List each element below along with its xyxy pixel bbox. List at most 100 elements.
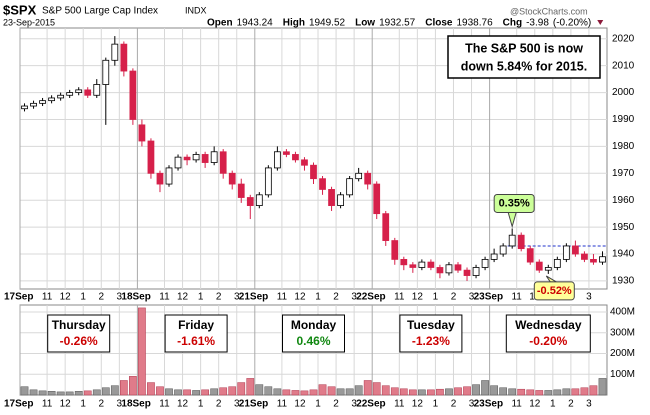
candle-body — [553, 259, 561, 268]
candle-body — [409, 264, 417, 268]
callout-box — [447, 35, 601, 79]
volume-bar — [418, 389, 426, 396]
candle-body — [39, 100, 46, 104]
volume-bar — [165, 388, 173, 396]
candle-body — [581, 253, 588, 260]
marker-box — [493, 193, 535, 213]
candle-body — [526, 248, 534, 263]
x-tick-label: 11 — [42, 399, 53, 410]
volume-bar — [237, 382, 246, 396]
volume-bar — [571, 388, 580, 396]
callout-text: down 5.84% for 2015. — [461, 59, 587, 73]
x-tick-label: 21Sep — [239, 399, 268, 410]
candle-body — [490, 253, 498, 260]
day-change: -0.26% — [60, 334, 98, 348]
x-tick-label: 1 — [315, 399, 321, 410]
candle-body — [102, 59, 110, 85]
candle-body — [427, 261, 435, 268]
y-tick-label: 1970 — [612, 168, 635, 179]
y-tick-label: 1950 — [612, 222, 635, 233]
candle-body — [120, 43, 128, 72]
candle-body — [48, 97, 55, 102]
candle-body — [237, 183, 245, 198]
volume-bar — [101, 387, 110, 396]
candle-body — [192, 154, 200, 161]
x-tick-label: 11 — [277, 399, 288, 410]
x-tick-label: 22Sep — [356, 292, 385, 303]
symbol: $SPX — [3, 2, 37, 17]
quote-label: Low — [355, 18, 375, 29]
volume-bar — [282, 389, 291, 396]
day-name: Tuesday — [407, 318, 455, 332]
day-box — [399, 314, 463, 353]
candle-body — [400, 259, 408, 266]
x-tick-label: 1 — [550, 399, 556, 410]
x-tick-label: 11 — [394, 292, 405, 303]
x-tick-label: 3 — [469, 292, 475, 303]
volume-bar — [264, 386, 273, 396]
volume-bar — [201, 389, 209, 396]
chart-title: S&P 500 Large Cap Index — [42, 6, 158, 17]
marker-label: 0.35% — [499, 197, 530, 209]
volume-bar — [562, 388, 571, 396]
volume-bar — [56, 391, 65, 396]
candle-body — [111, 43, 119, 61]
volume-bar — [183, 389, 191, 396]
x-tick-label: 3 — [117, 292, 123, 303]
x-tick-label: 11 — [277, 292, 288, 303]
x-tick-label: 12 — [412, 292, 424, 303]
x-tick-label: 12 — [412, 399, 424, 410]
day-change: -1.61% — [177, 334, 215, 348]
y-tick-label: 1940 — [612, 249, 635, 260]
volume-bar — [553, 389, 562, 396]
x-tick-label: 12 — [177, 292, 189, 303]
volume-bar — [138, 307, 146, 396]
candle-body — [129, 70, 137, 120]
day-box — [282, 314, 345, 353]
marker-box — [533, 281, 575, 301]
volume-bar — [526, 389, 535, 396]
candle-body — [246, 197, 254, 206]
volume-bar — [481, 380, 489, 396]
vol-tick-label: 300M — [610, 327, 635, 338]
y-tick-label: 2020 — [612, 33, 635, 44]
x-tick-label: 11 — [42, 292, 53, 303]
quote-value: 1932.57 — [379, 18, 416, 29]
x-tick-label: 12 — [294, 399, 306, 410]
x-tick-label: 11 — [159, 292, 170, 303]
candle-body — [337, 194, 344, 206]
x-tick-label: 2 — [98, 399, 104, 410]
candle-body — [472, 267, 480, 276]
candle-body — [445, 264, 453, 274]
x-tick-label: 11 — [159, 399, 170, 410]
x-tick-label: 2 — [333, 292, 339, 303]
candle-body — [499, 245, 507, 255]
x-tick-label: 3 — [234, 292, 240, 303]
x-tick-label: 2 — [451, 399, 457, 410]
volume-bar — [381, 385, 390, 396]
volume-bar — [399, 388, 408, 396]
volume-bar — [589, 385, 598, 396]
volume-bar — [192, 390, 200, 396]
candle-body — [382, 213, 390, 241]
candle-body — [183, 156, 191, 161]
volume-bar — [147, 382, 155, 396]
x-tick-label: 11 — [511, 292, 522, 303]
x-tick-label: 3 — [586, 399, 592, 410]
x-tick-label: 17Sep — [4, 399, 33, 410]
candle-body — [590, 259, 597, 263]
x-tick-label: 1 — [198, 399, 204, 410]
candle-body — [508, 234, 516, 247]
x-tick-label: 21Sep — [239, 292, 268, 303]
candle-body — [310, 164, 317, 180]
volume-bar — [517, 388, 526, 396]
day-box — [164, 314, 228, 353]
quote-value: 1943.24 — [237, 18, 274, 29]
candle-body — [391, 240, 399, 260]
volume-bar — [74, 391, 83, 396]
x-tick-label: 2 — [333, 399, 339, 410]
volume-bar — [29, 389, 38, 396]
volume-bar — [463, 386, 471, 396]
volume-bar — [580, 387, 589, 396]
